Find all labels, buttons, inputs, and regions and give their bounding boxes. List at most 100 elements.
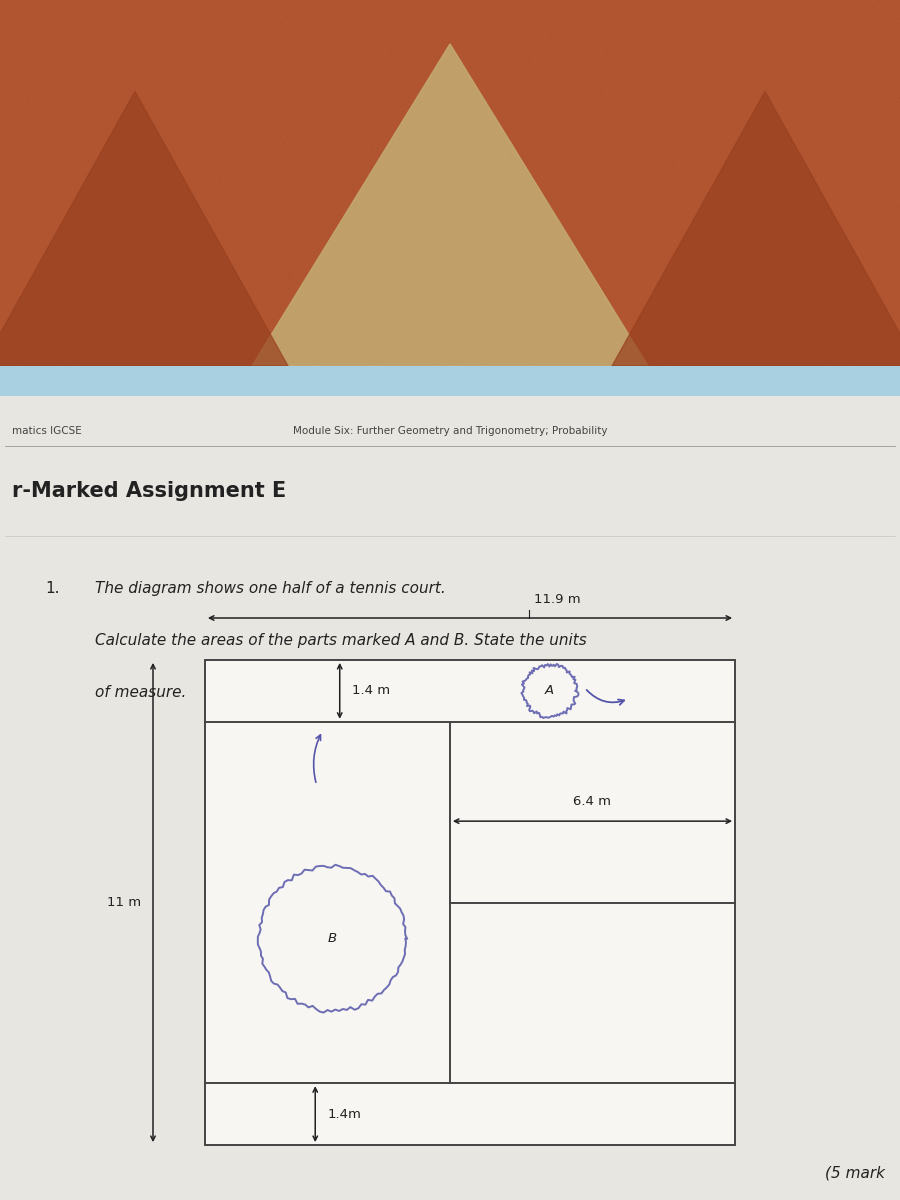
Point [454, 259, 469, 278]
Point [367, 320, 382, 340]
Point [99, 196, 113, 215]
Point [107, 325, 122, 344]
Point [39, 254, 53, 274]
Point [93, 24, 107, 43]
Point [687, 203, 701, 222]
Point [671, 275, 686, 294]
Point [710, 352, 724, 371]
Point [396, 184, 410, 203]
Point [536, 274, 550, 293]
Point [319, 139, 333, 158]
Point [834, 96, 849, 115]
Point [590, 157, 604, 176]
Point [840, 199, 854, 218]
Point [145, 172, 159, 191]
Point [729, 194, 743, 214]
Point [360, 136, 374, 155]
Point [836, 25, 850, 44]
Point [284, 58, 299, 77]
Point [312, 331, 327, 350]
Point [754, 191, 769, 210]
Point [808, 167, 823, 186]
Point [111, 227, 125, 246]
Point [224, 172, 238, 191]
Point [594, 8, 608, 28]
Point [340, 256, 355, 275]
Point [593, 331, 608, 350]
Point [768, 222, 782, 241]
Point [778, 254, 793, 274]
Point [147, 200, 161, 220]
Point [836, 293, 850, 312]
Point [661, 185, 675, 204]
Point [412, 155, 427, 174]
Point [742, 18, 757, 37]
Point [474, 274, 489, 293]
Point [382, 257, 396, 276]
Point [892, 319, 900, 338]
Point [669, 91, 683, 110]
Point [693, 241, 707, 260]
Point [692, 0, 706, 13]
Point [792, 284, 806, 304]
Point [53, 125, 68, 144]
Point [90, 337, 104, 356]
Point [491, 236, 505, 256]
Point [874, 316, 888, 335]
Point [324, 295, 338, 314]
Point [314, 94, 328, 113]
Point [210, 34, 224, 53]
Point [634, 258, 648, 277]
Point [885, 0, 899, 11]
Point [426, 122, 440, 142]
Point [86, 330, 101, 349]
Point [93, 205, 107, 224]
Point [688, 334, 702, 353]
Point [218, 300, 232, 319]
Point [108, 253, 122, 272]
Point [601, 355, 616, 374]
Point [873, 112, 887, 131]
Point [201, 236, 215, 256]
Point [238, 155, 253, 174]
Point [737, 352, 751, 371]
Point [14, 78, 28, 97]
Point [194, 187, 209, 206]
Point [86, 88, 101, 107]
Point [463, 313, 477, 332]
Point [175, 349, 189, 368]
Point [676, 253, 690, 272]
Point [86, 300, 100, 319]
Point [649, 144, 663, 163]
Point [661, 144, 675, 163]
Point [580, 143, 595, 162]
Point [784, 119, 798, 138]
Point [222, 260, 237, 280]
Point [796, 277, 811, 296]
Point [260, 296, 274, 316]
Point [508, 230, 522, 250]
Point [96, 258, 111, 277]
Point [122, 119, 137, 138]
Point [768, 106, 782, 125]
Point [398, 124, 412, 143]
Text: r-Marked Assignment E: r-Marked Assignment E [12, 481, 286, 502]
Point [356, 25, 370, 44]
Point [199, 115, 213, 134]
Point [326, 113, 340, 132]
Polygon shape [252, 44, 648, 366]
Point [108, 328, 122, 347]
Point [382, 168, 397, 187]
Point [677, 270, 691, 289]
Point [401, 14, 416, 34]
Point [348, 355, 363, 374]
Point [33, 168, 48, 187]
Point [714, 346, 728, 365]
Point [709, 73, 724, 92]
Point [274, 13, 289, 32]
Point [546, 299, 561, 318]
Point [814, 128, 829, 148]
Point [328, 38, 342, 58]
Point [881, 325, 896, 344]
Point [551, 230, 565, 250]
